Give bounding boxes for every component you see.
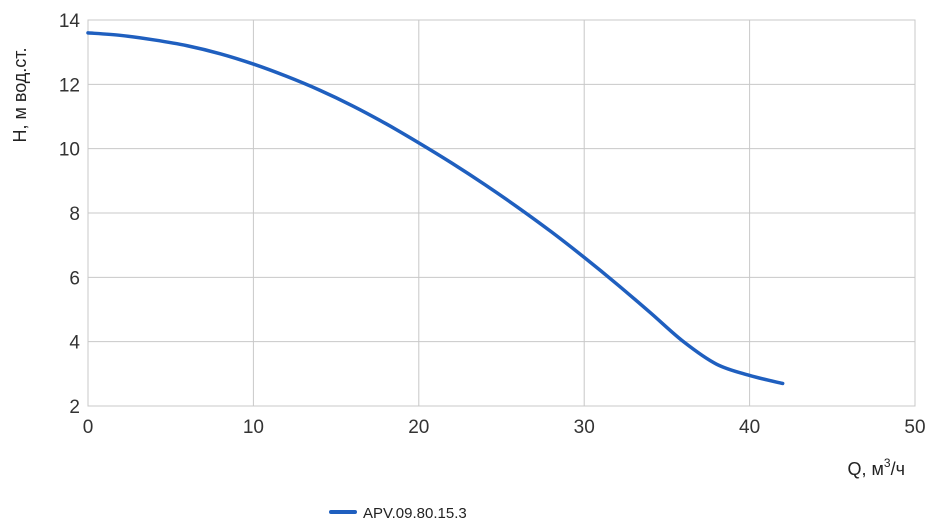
x-tick-label: 20 <box>408 417 429 438</box>
legend[interactable]: APV.09.80.15.3 <box>329 505 467 522</box>
y-tick-label: 6 <box>69 268 80 289</box>
plot-frame <box>87 19 916 407</box>
series-line[interactable] <box>86 31 785 386</box>
x-axis-title: Q, м3/ч <box>848 456 905 479</box>
y-axis-ticks: 2 4 6 8 10 12 14 <box>59 11 81 418</box>
y-tick-label: 2 <box>69 397 80 418</box>
x-axis-title-superscript: 3 <box>884 456 891 470</box>
y-tick-label: 12 <box>59 75 80 96</box>
x-tick-label: 50 <box>904 417 925 438</box>
x-tick-label: 40 <box>739 417 760 438</box>
y-tick-label: 14 <box>59 11 81 32</box>
y-tick-label: 10 <box>59 140 80 161</box>
y-axis-title: H, м вод.ст. <box>10 47 30 142</box>
legend-label: APV.09.80.15.3 <box>363 505 467 522</box>
x-tick-label: 0 <box>83 417 94 438</box>
y-tick-label: 4 <box>69 333 80 354</box>
x-tick-label: 30 <box>574 417 595 438</box>
y-tick-label: 8 <box>69 204 80 225</box>
grid <box>87 19 916 407</box>
x-axis-ticks: 0 10 20 30 40 50 <box>83 417 926 438</box>
series-layer <box>86 31 785 386</box>
x-tick-label: 10 <box>243 417 264 438</box>
